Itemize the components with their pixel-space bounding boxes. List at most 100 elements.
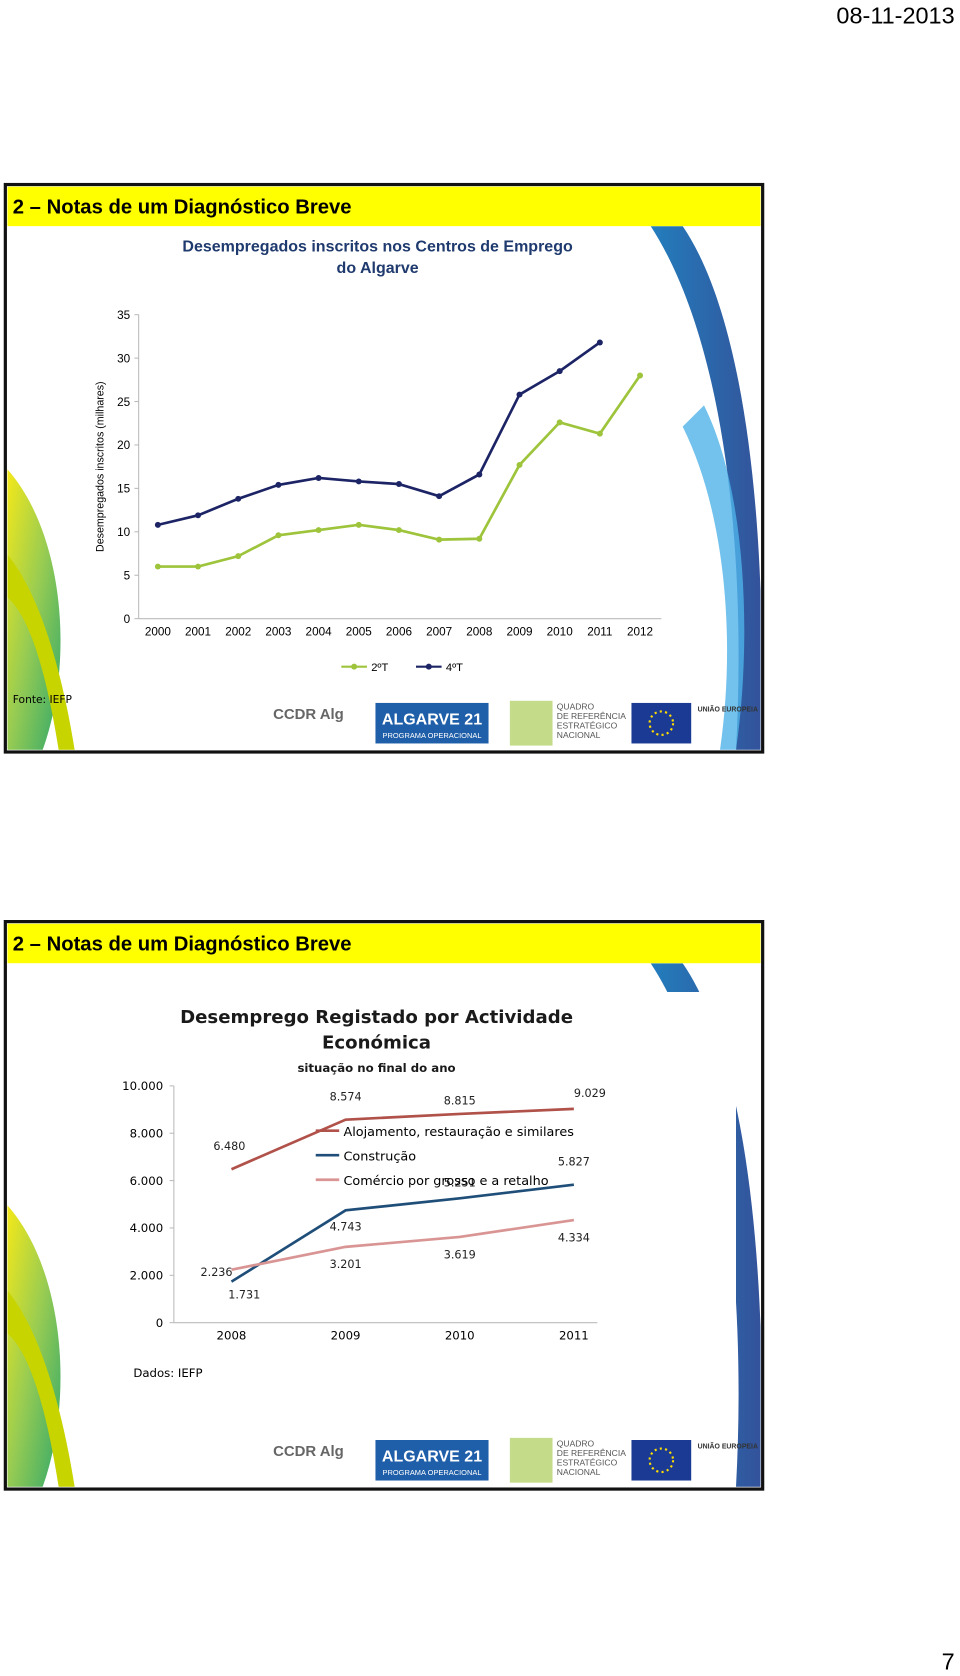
series-line <box>231 1218 575 1272</box>
data-label: 8.574 <box>330 1090 362 1103</box>
logo-stars <box>648 710 675 736</box>
data-point <box>315 474 322 481</box>
y-tick-label: 30 <box>117 352 131 365</box>
logo-stars <box>648 1447 675 1474</box>
y-tick-label: 5 <box>124 570 131 583</box>
slide: 2 – Notas de um Diagnóstico Breve Fonte:… <box>3 182 765 754</box>
legend-marker <box>351 663 358 670</box>
background-swoosh <box>7 226 761 750</box>
logo-text: ALGARVE 21 <box>382 711 482 728</box>
x-tick-label: 2011 <box>587 626 612 639</box>
y-tick-label: 0 <box>156 1316 163 1330</box>
x-tick-label: 2003 <box>265 626 291 639</box>
data-point <box>436 493 443 500</box>
logo-box <box>375 702 489 744</box>
data-label: 2.236 <box>201 1266 233 1279</box>
legend-label: Comércio por grosso e a retalho <box>343 1174 548 1189</box>
y-tick-label: 15 <box>117 483 131 496</box>
data-point <box>355 478 362 485</box>
data-label: 4.334 <box>558 1231 590 1244</box>
y-axis-label: Desempregados inscritos (milhares) <box>94 381 106 552</box>
data-label: 3.201 <box>330 1258 362 1271</box>
plot-background <box>106 992 736 1430</box>
x-tick-label: 2009 <box>331 1329 361 1343</box>
x-tick-label: 2008 <box>466 626 493 639</box>
data-point <box>275 532 282 539</box>
chart-title: Desempregados inscritos nos Centros de E… <box>182 239 573 256</box>
source-note: Dados: IEFP <box>133 1366 202 1380</box>
y-tick-label: 8.000 <box>130 1126 164 1140</box>
x-tick-label: 2011 <box>559 1329 589 1343</box>
logo-text: PROGRAMA OPERACIONAL <box>383 1468 482 1477</box>
x-tick-label: 2008 <box>217 1329 247 1343</box>
logo-text: UNIÃO EUROPEIA <box>698 704 758 713</box>
logo-text: NACIONAL <box>557 1467 601 1477</box>
y-tick-label: 0 <box>124 613 131 626</box>
data-label: 9.029 <box>574 1087 606 1100</box>
legend-label: 4ºT <box>446 662 463 674</box>
data-point <box>195 512 202 519</box>
data-label: 5.827 <box>558 1155 590 1168</box>
y-tick-label: 6.000 <box>130 1174 164 1188</box>
data-point <box>275 481 282 488</box>
data-label: 8.815 <box>444 1094 476 1107</box>
logo-text: DE REFERÊNCIA <box>557 1448 626 1458</box>
x-tick-label: 2002 <box>225 626 251 639</box>
legend-label: Alojamento, restauração e similares <box>343 1125 574 1140</box>
slide-title: 2 – Notas de um Diagnóstico Breve <box>13 196 352 218</box>
x-tick-label: 2009 <box>506 626 532 639</box>
logo-text: CCDR Alg <box>273 1443 344 1460</box>
data-point <box>235 553 242 560</box>
logo-text: PROGRAMA OPERACIONAL <box>383 731 482 740</box>
series-line <box>230 1183 575 1283</box>
data-point <box>476 471 483 478</box>
legend-label: 2ºT <box>371 662 388 674</box>
logo-text: QUADRO <box>557 701 595 711</box>
data-label: 6.480 <box>213 1140 245 1153</box>
chart-title: do Algarve <box>337 260 419 277</box>
slide-title: 2 – Notas de um Diagnóstico Breve <box>13 933 352 955</box>
page-date: 08-11-2013 <box>836 2 954 28</box>
logo-text: ESTRATÉGICO <box>557 721 618 731</box>
data-point <box>195 563 202 570</box>
logo-flag <box>631 702 692 744</box>
chart-subtitle: situação no final do ano <box>297 1061 455 1075</box>
slide-header <box>7 186 761 227</box>
y-tick-label: 25 <box>117 396 131 409</box>
source-note: Fonte: IEFP <box>13 693 73 706</box>
x-tick-label: 2006 <box>386 626 412 639</box>
chart-title: Desemprego Registado por Actividade <box>180 1007 573 1028</box>
data-point <box>556 419 563 426</box>
x-tick-label: 2000 <box>145 626 172 639</box>
x-tick-label: 2004 <box>306 626 333 639</box>
logo-strip: CCDR Alg ALGARVE 21 PROGRAMA OPERACIONAL QU… <box>273 1437 758 1483</box>
data-point <box>395 527 402 534</box>
data-point <box>516 461 523 468</box>
page-number: 7 <box>942 1648 955 1674</box>
logo-box <box>375 1440 489 1481</box>
data-point <box>596 339 603 346</box>
x-tick-label: 2005 <box>346 626 373 639</box>
series-line <box>230 1107 574 1171</box>
logo-text: UNIÃO EUROPEIA <box>698 1442 758 1451</box>
y-tick-label: 2.000 <box>130 1269 164 1283</box>
logo-text: NACIONAL <box>557 730 601 740</box>
data-point <box>235 495 242 502</box>
x-tick-label: 2010 <box>445 1329 475 1343</box>
data-label: 4.743 <box>330 1221 362 1234</box>
y-tick-label: 20 <box>117 439 131 452</box>
logo-text: QUADRO <box>557 1438 595 1448</box>
data-point <box>637 372 644 379</box>
y-tick-label: 10 <box>117 526 131 539</box>
y-tick-label: 4.000 <box>130 1221 164 1235</box>
data-point <box>476 535 483 542</box>
x-tick-label: 2010 <box>547 626 574 639</box>
data-point <box>556 368 563 375</box>
series-line <box>157 341 601 527</box>
legend-marker <box>425 663 432 670</box>
legend-label: Construção <box>343 1150 416 1165</box>
data-label: 3.619 <box>444 1248 476 1261</box>
logo-text: DE REFERÊNCIA <box>557 711 626 721</box>
chart-title: Económica <box>322 1033 431 1054</box>
